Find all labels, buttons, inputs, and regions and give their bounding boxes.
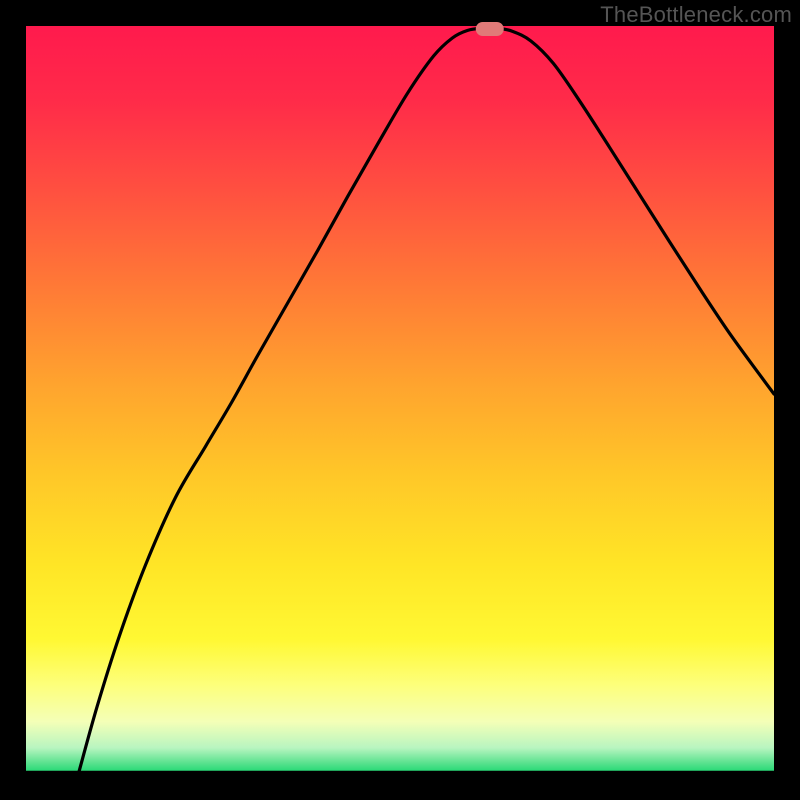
gradient-background [26, 26, 774, 774]
minimum-marker [476, 22, 504, 36]
bottleneck-curve-plot [0, 0, 800, 800]
chart-container: TheBottleneck.com [0, 0, 800, 800]
watermark-text: TheBottleneck.com [600, 2, 792, 28]
